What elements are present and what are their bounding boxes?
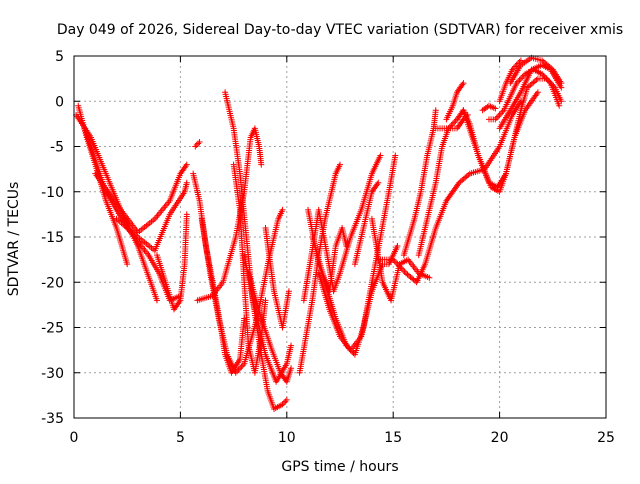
series-markers <box>479 102 499 114</box>
data-points <box>73 54 565 412</box>
series-markers <box>113 179 190 254</box>
series-sat-ab <box>479 102 499 114</box>
series-markers <box>315 243 401 354</box>
series-sat-o <box>245 270 295 385</box>
series-markers <box>443 80 467 123</box>
y-tick-label: 5 <box>55 49 64 65</box>
series-sat-d <box>92 161 190 236</box>
y-tick-label: 0 <box>55 94 64 110</box>
series-sat-aa <box>443 80 467 123</box>
x-tick-label: 15 <box>384 430 402 446</box>
series-markers <box>368 215 433 304</box>
series-sat-z <box>432 111 471 132</box>
series-markers <box>241 252 295 385</box>
series-markers <box>92 161 190 236</box>
y-tick-label: -15 <box>41 230 64 246</box>
series-markers <box>300 152 384 304</box>
x-axis-label: GPS time / hours <box>281 459 398 475</box>
series-sat-m <box>241 252 295 385</box>
series-sat-e <box>113 179 190 254</box>
x-tick-label: 25 <box>597 430 615 446</box>
series-sat-af <box>507 54 565 87</box>
series-markers <box>507 54 565 87</box>
series-sat-q <box>300 152 384 304</box>
x-tick-label: 0 <box>70 430 79 446</box>
series-markers <box>198 206 286 376</box>
series-sat-j <box>198 206 286 376</box>
series-sat-n <box>262 224 292 331</box>
series-sat-ag <box>496 57 524 105</box>
y-tick-label: -35 <box>41 411 64 427</box>
y-tick-label: -5 <box>50 140 64 156</box>
y-tick-label: -30 <box>41 366 64 382</box>
series-markers <box>245 270 295 385</box>
y-axis-label: SDTVAR / TECUs <box>6 182 22 297</box>
y-tick-label: -25 <box>41 321 64 337</box>
y-tick-label: -10 <box>41 185 64 201</box>
x-tick-label: 20 <box>491 430 509 446</box>
chart-title: Day 049 of 2026, Sidereal Day-to-day VTE… <box>57 22 623 38</box>
series-sat-u <box>351 179 382 268</box>
x-tick-label: 10 <box>278 430 296 446</box>
series-markers <box>432 111 471 132</box>
series-markers <box>153 211 190 313</box>
series-markers <box>375 98 524 286</box>
series-markers <box>351 179 382 268</box>
series-markers <box>262 224 292 331</box>
series-sat-t <box>315 243 401 354</box>
series-markers <box>496 57 524 105</box>
axis-ticks: 0 5 10 15 20 25 5 0 -5 -10 -15 -20 -25 -30 -35 <box>41 49 615 446</box>
x-tick-label: 5 <box>176 430 185 446</box>
series-sat-x <box>375 98 524 286</box>
series-markers <box>400 107 439 259</box>
series-sat-w <box>400 107 439 259</box>
series-sat-f <box>153 211 190 313</box>
y-tick-label: -20 <box>41 275 64 291</box>
series-sat-g <box>192 138 203 150</box>
series-markers <box>192 138 203 150</box>
series-sat-v <box>368 215 433 304</box>
